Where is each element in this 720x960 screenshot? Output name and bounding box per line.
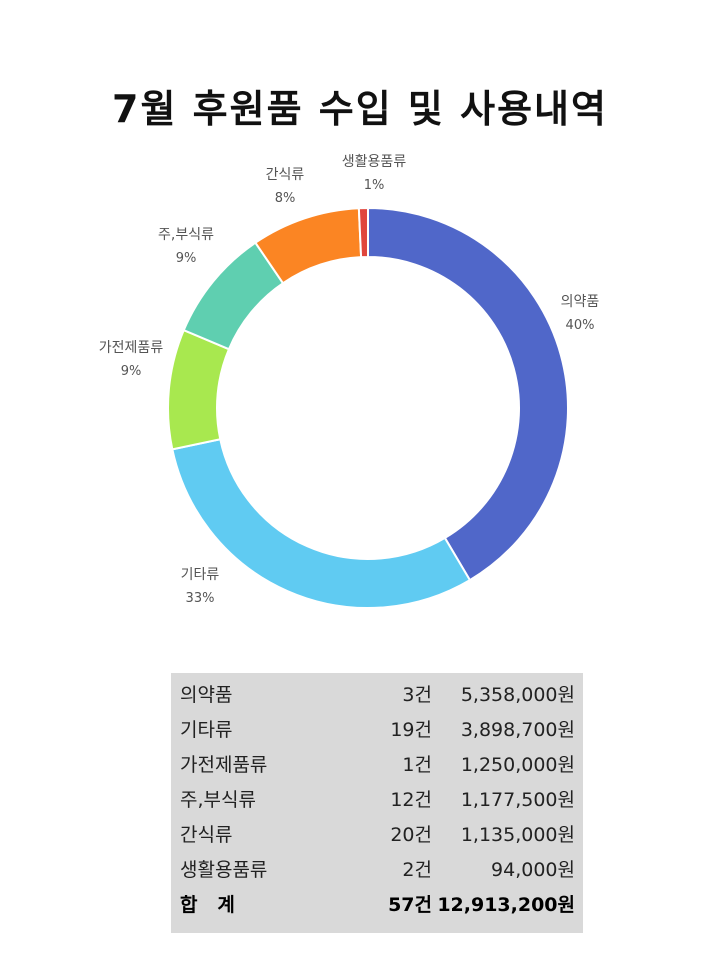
summary-table: 의약품 3건 5,358,000원 기타류 19건 3,898,700원 가전제… — [171, 673, 583, 933]
chart-title: 7월 후원품 수입 및 사용내역 — [112, 87, 608, 131]
row-count: 20건 — [390, 824, 432, 846]
total-row: 합 계 57건 12,913,200원 — [171, 886, 583, 918]
total-count: 57건 — [388, 894, 432, 916]
donut-slice-1 — [171, 438, 472, 609]
row-name: 기타류 — [180, 719, 233, 741]
slice-percent-label: 9% — [121, 364, 142, 379]
total-amount: 12,913,200원 — [437, 894, 575, 916]
table-row: 주,부식류 12건 1,177,500원 — [171, 781, 583, 813]
slice-label-2: 가전제품류 9% — [99, 340, 164, 379]
table-row: 간식류 20건 1,135,000원 — [171, 816, 583, 848]
slice-label-0: 의약품 40% — [561, 294, 600, 333]
slice-category-label: 기타류 — [181, 567, 220, 583]
total-label: 합 계 — [180, 894, 235, 916]
row-count: 2건 — [402, 859, 432, 881]
table-row: 생활용품류 2건 94,000원 — [171, 851, 583, 883]
slice-label-4: 간식류 8% — [266, 167, 305, 206]
slice-category-label: 생활용품류 — [342, 154, 407, 170]
slice-category-label: 주,부식류 — [158, 227, 214, 243]
slice-percent-label: 1% — [364, 178, 385, 193]
slice-category-label: 가전제품류 — [99, 340, 164, 356]
row-amount: 1,250,000원 — [460, 754, 575, 776]
slice-percent-label: 33% — [186, 591, 215, 606]
row-count: 19건 — [390, 719, 432, 741]
row-name: 주,부식류 — [180, 789, 256, 811]
slice-label-5: 생활용품류 1% — [342, 154, 407, 193]
row-name: 간식류 — [180, 824, 233, 846]
row-name: 가전제품류 — [180, 754, 268, 776]
row-count: 3건 — [402, 684, 432, 706]
row-count: 12건 — [390, 789, 432, 811]
row-amount: 1,177,500원 — [460, 789, 575, 811]
row-amount: 5,358,000원 — [460, 684, 575, 706]
table-row: 기타류 19건 3,898,700원 — [171, 711, 583, 743]
row-amount: 1,135,000원 — [460, 824, 575, 846]
donut-slice-0 — [367, 206, 569, 582]
slice-label-3: 주,부식류 9% — [158, 227, 214, 266]
slice-percent-label: 9% — [176, 251, 197, 266]
row-name: 의약품 — [180, 684, 233, 706]
slice-label-1: 기타류 33% — [181, 567, 220, 606]
slice-percent-label: 40% — [566, 318, 595, 333]
table-row: 가전제품류 1건 1,250,000원 — [171, 746, 583, 778]
row-amount: 94,000원 — [491, 859, 575, 881]
slice-percent-label: 8% — [275, 191, 296, 206]
row-count: 1건 — [402, 754, 432, 776]
row-amount: 3,898,700원 — [460, 719, 575, 741]
slice-category-label: 간식류 — [266, 167, 305, 183]
donut-chart: 의약품 40% 기타류 33% 가전제품류 9% 주,부식류 9% 간식류 8% 생활용품류 1% — [99, 154, 600, 609]
row-name: 생활용품류 — [180, 859, 268, 881]
slice-category-label: 의약품 — [561, 294, 600, 310]
donut-slice-2 — [167, 328, 231, 451]
donut-slice-5 — [357, 206, 369, 259]
table-row: 의약품 3건 5,358,000원 — [171, 676, 583, 708]
